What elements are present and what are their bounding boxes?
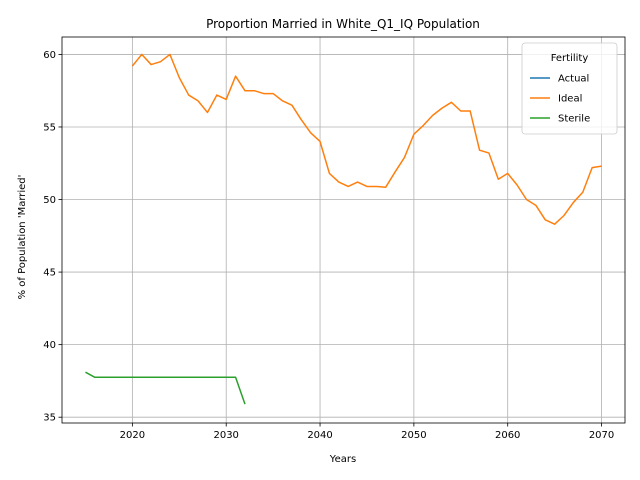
legend-label-sterile: Sterile: [558, 114, 590, 125]
y-tick-label: 60: [43, 50, 56, 61]
x-tick-label: 2040: [307, 430, 332, 441]
legend: Fertility Actual Ideal Sterile: [521, 42, 618, 135]
y-tick-label: 45: [43, 268, 56, 279]
x-tick-label: 2030: [213, 430, 238, 441]
series-lines: [85, 53, 602, 405]
x-axis-label: Years: [329, 454, 356, 465]
legend-items: Actual Ideal Sterile: [530, 74, 590, 125]
legend-title: Fertility: [551, 53, 589, 64]
x-axis-ticks: 2020 2030 2040 2050 2060 2070: [120, 423, 614, 441]
plot-frame: [61, 36, 626, 424]
x-tick-label: 2020: [120, 430, 145, 441]
legend-label-ideal: Ideal: [558, 94, 582, 105]
x-tick-label: 2050: [401, 430, 426, 441]
y-axis-ticks: 35 40 45 50 55 60: [43, 50, 62, 424]
y-tick-label: 55: [43, 122, 56, 133]
y-tick-label: 50: [43, 195, 56, 206]
legend-label-actual: Actual: [558, 74, 589, 85]
legend-box: [521, 42, 618, 135]
y-tick-label: 40: [43, 340, 56, 351]
x-tick-label: 2070: [589, 430, 614, 441]
y-tick-label: 35: [43, 413, 56, 424]
chart-title: Proportion Married in White_Q1_IQ Popula…: [206, 17, 480, 31]
y-axis-label: % of Population 'Married': [17, 175, 28, 300]
series-line-ideal: [131, 53, 602, 225]
series-line-sterile: [85, 371, 246, 405]
x-tick-label: 2060: [495, 430, 520, 441]
